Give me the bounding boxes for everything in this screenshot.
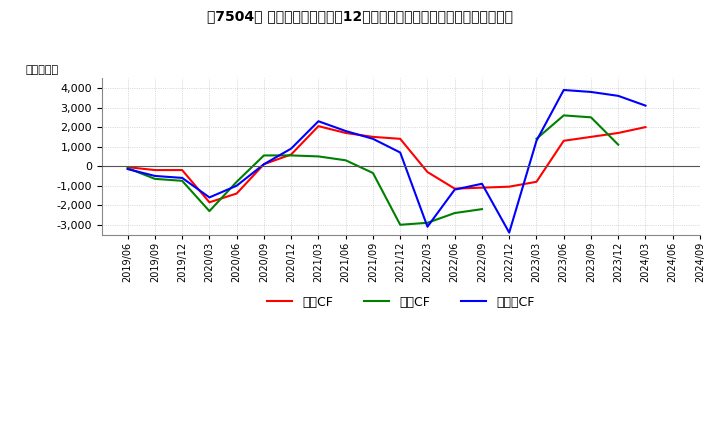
投資CF <box>477 206 486 212</box>
Text: 【7504】 キャッシュフローの12か月移動合計の対前年同期増減額の推移: 【7504】 キャッシュフローの12か月移動合計の対前年同期増減額の推移 <box>207 9 513 23</box>
フリーCF <box>260 161 269 167</box>
営業CF <box>423 169 432 175</box>
投資CF <box>559 113 568 118</box>
投資CF <box>150 176 159 182</box>
フリーCF <box>396 150 405 155</box>
投資CF <box>423 220 432 225</box>
フリーCF <box>123 166 132 172</box>
営業CF <box>341 130 350 136</box>
投資CF <box>178 178 186 183</box>
フリーCF <box>642 103 650 108</box>
投資CF <box>233 179 241 184</box>
営業CF <box>396 136 405 142</box>
フリーCF <box>587 89 595 95</box>
フリーCF <box>178 175 186 180</box>
営業CF <box>205 200 214 205</box>
営業CF <box>451 186 459 191</box>
営業CF <box>369 134 377 139</box>
営業CF <box>587 134 595 139</box>
Y-axis label: （百万円）: （百万円） <box>25 65 58 75</box>
営業CF <box>642 125 650 130</box>
投資CF <box>205 209 214 214</box>
フリーCF <box>369 136 377 142</box>
営業CF <box>233 191 241 196</box>
フリーCF <box>205 195 214 200</box>
投資CF <box>587 115 595 120</box>
フリーCF <box>423 224 432 229</box>
フリーCF <box>477 181 486 187</box>
営業CF <box>150 168 159 173</box>
投資CF <box>369 170 377 176</box>
フリーCF <box>451 187 459 192</box>
フリーCF <box>150 173 159 179</box>
フリーCF <box>532 138 541 143</box>
投資CF <box>532 136 541 142</box>
Legend: 営業CF, 投資CF, フリーCF: 営業CF, 投資CF, フリーCF <box>262 291 540 314</box>
営業CF <box>532 179 541 184</box>
投資CF <box>341 158 350 163</box>
営業CF <box>178 168 186 173</box>
フリーCF <box>505 230 513 235</box>
営業CF <box>123 165 132 170</box>
フリーCF <box>314 119 323 124</box>
Line: 投資CF: 投資CF <box>127 115 618 225</box>
フリーCF <box>233 183 241 188</box>
フリーCF <box>559 88 568 93</box>
営業CF <box>477 185 486 190</box>
フリーCF <box>614 93 623 99</box>
投資CF <box>260 153 269 158</box>
営業CF <box>314 124 323 129</box>
投資CF <box>396 222 405 227</box>
投資CF <box>287 153 295 158</box>
投資CF <box>314 154 323 159</box>
投資CF <box>614 142 623 147</box>
フリーCF <box>341 128 350 134</box>
Line: 営業CF: 営業CF <box>127 126 646 202</box>
営業CF <box>559 138 568 143</box>
フリーCF <box>287 146 295 151</box>
営業CF <box>614 130 623 136</box>
投資CF <box>451 210 459 216</box>
営業CF <box>287 152 295 157</box>
投資CF <box>123 165 132 171</box>
営業CF <box>505 184 513 189</box>
営業CF <box>260 161 269 167</box>
Line: フリーCF: フリーCF <box>127 90 646 233</box>
